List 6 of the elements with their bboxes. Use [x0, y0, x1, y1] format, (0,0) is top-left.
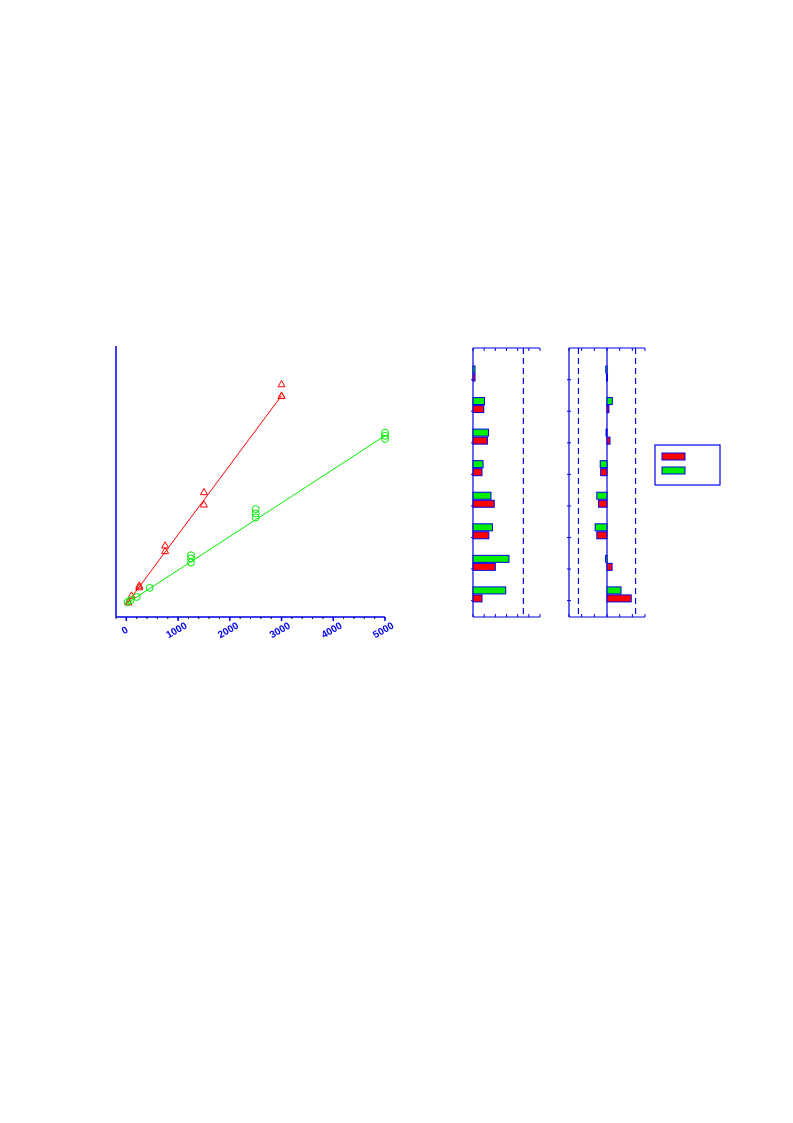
x-tick-label: 4000 — [319, 619, 345, 641]
x-tick-label: 3000 — [267, 619, 293, 641]
x-tick-label: 2000 — [215, 619, 241, 641]
x-tick-label: 0 — [119, 623, 131, 637]
x-tick-label: 5000 — [370, 619, 397, 641]
x-tick-label: 1000 — [163, 619, 190, 641]
